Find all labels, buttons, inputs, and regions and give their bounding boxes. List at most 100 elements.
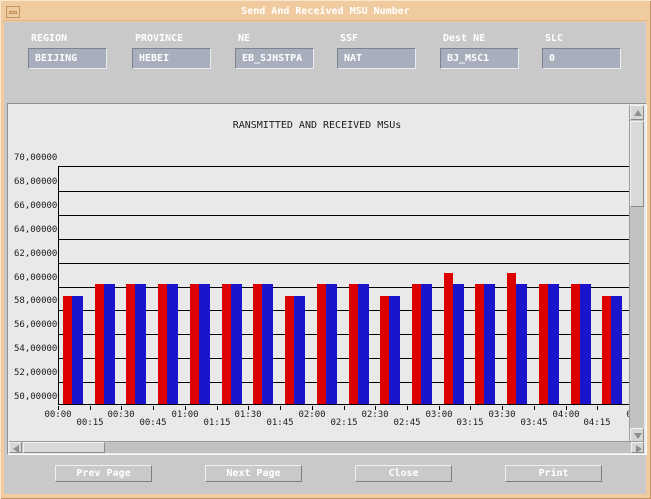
gridline [59,358,629,359]
bar-received [167,284,178,404]
field-label-ssf: SSF [340,33,359,44]
gridline [59,334,629,335]
x-tick [597,406,598,410]
x-tick-label: 00:15 [76,418,104,428]
x-tick [58,406,59,410]
bar-received [611,296,622,404]
x-tick [502,406,503,410]
bar-received [104,284,115,404]
x-tick-label: 01:15 [203,418,231,428]
bar-transmitted [507,273,516,404]
arrow-right-icon [636,445,642,453]
x-tick [217,406,218,410]
x-tick-label: 02:45 [393,418,421,428]
bar-transmitted [602,296,611,404]
window-title: Send And Received MSU Number [241,6,410,17]
vertical-scrollbar[interactable] [629,105,644,443]
field-value-province[interactable]: HEBEI [132,48,211,69]
bar-received [72,296,83,404]
bar-received [135,284,146,404]
arrow-up-icon [634,110,642,116]
x-tick-label: 02:00 [298,410,326,420]
x-tick [312,406,313,410]
field-value-slc[interactable]: 0 [542,48,621,69]
y-tick-label: 62,00000 [14,249,58,259]
y-tick-label: 52,00000 [14,368,58,378]
bar-received [199,284,210,404]
field-label-region: REGION [31,33,68,44]
x-tick [185,406,186,410]
bar-transmitted [571,284,580,404]
window-menu-button[interactable] [6,6,20,18]
bar-transmitted [190,284,199,404]
x-tick [344,406,345,410]
horizontal-scroll-thumb[interactable] [23,442,105,453]
field-value-dest-ne[interactable]: BJ_MSC1 [440,48,519,69]
print-button[interactable]: Print [505,465,602,482]
y-tick-label: 70,00000 [14,153,58,163]
x-tick-label: 02:30 [361,410,389,420]
gridline [59,382,629,383]
bar-transmitted [253,284,262,404]
y-tick-label: 50,00000 [14,392,58,402]
bar-transmitted [63,296,72,404]
y-tick-label: 68,00000 [14,177,58,187]
scroll-right-button[interactable] [631,442,644,453]
x-tick [470,406,471,410]
chart-title: RANSMITTED AND RECEIVED MSUs [232,120,402,131]
scroll-left-button[interactable] [9,442,22,453]
gridline [59,310,629,311]
bar-received [262,284,273,404]
x-tick [280,406,281,410]
titlebar[interactable]: Send And Received MSU Number [3,3,648,21]
x-tick-label: 04:00 [552,410,580,420]
bar-received [484,284,495,404]
bar-transmitted [349,284,358,404]
field-value-ssf[interactable]: NAT [337,48,416,69]
plot-area [58,166,629,405]
x-tick [439,406,440,410]
field-value-region[interactable]: BEIJING [28,48,107,69]
gridline [59,287,629,288]
scroll-up-button[interactable] [630,105,644,120]
x-tick [121,406,122,410]
x-tick-label: 00:30 [107,410,135,420]
x-tick-label: 03:00 [425,410,453,420]
bar-transmitted [475,284,484,404]
x-tick-label: 03:45 [520,418,548,428]
arrow-down-icon [634,433,642,439]
field-value-ne[interactable]: EB_SJHSTPA [235,48,314,69]
close-button[interactable]: Close [355,465,452,482]
field-label-slc: SLC [545,33,564,44]
x-tick [248,406,249,410]
gridline [59,215,629,216]
next-page-button[interactable]: Next Page [205,465,302,482]
horizontal-scrollbar[interactable] [9,441,644,453]
x-tick-label: 04:15 [583,418,611,428]
x-tick [375,406,376,410]
bar-transmitted [317,284,326,404]
x-tick [566,406,567,410]
y-tick-label: 64,00000 [14,225,58,235]
bar-transmitted [285,296,294,404]
chart-panel: RANSMITTED AND RECEIVED MSUs 70,00000 68,… [7,103,647,455]
bar-transmitted [444,273,453,404]
x-tick-label: 03:30 [488,410,516,420]
window-menu-dash-icon [9,11,17,14]
field-label-province: PROVINCE [135,33,184,44]
x-tick [534,406,535,410]
prev-page-button[interactable]: Prev Page [55,465,152,482]
bar-received [389,296,400,404]
bar-transmitted [380,296,389,404]
x-tick-label: 03:15 [456,418,484,428]
field-label-ne: NE [238,33,251,44]
x-tick-label: 01:45 [266,418,294,428]
x-tick [90,406,91,410]
bar-transmitted [126,284,135,404]
field-label-dest-ne: Dest NE [443,33,486,44]
bar-received [326,284,337,404]
vertical-scroll-thumb[interactable] [630,121,644,207]
x-tick-label: 02:15 [330,418,358,428]
x-tick-label: 01:30 [234,410,262,420]
